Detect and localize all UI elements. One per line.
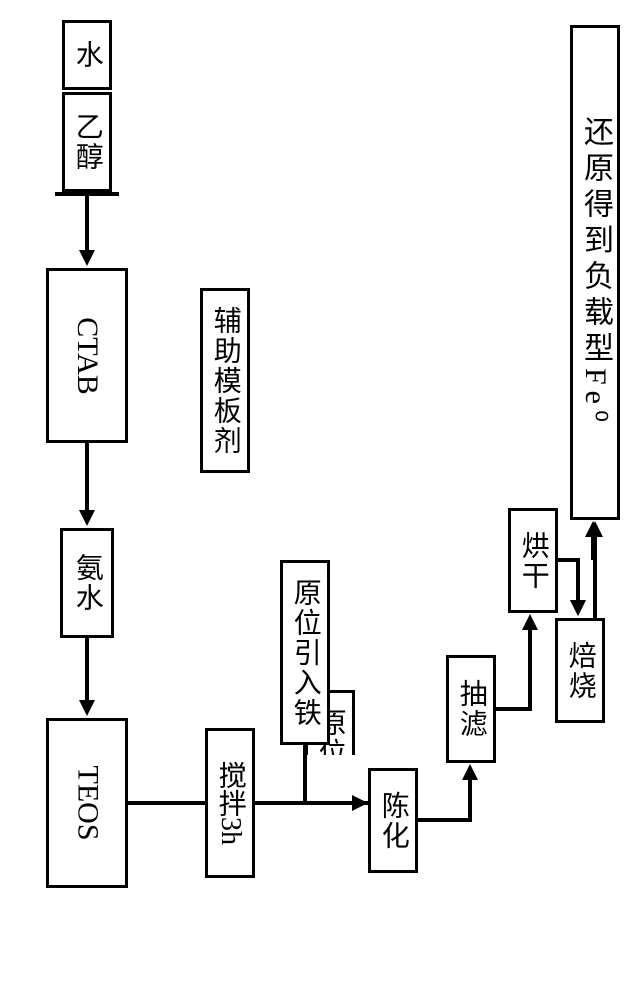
label-filter-r2: 抽滤 xyxy=(454,679,488,739)
node-aux-r: 辅助模板剂 xyxy=(200,288,250,473)
edge2-head xyxy=(79,510,95,526)
edge3-v xyxy=(85,638,89,702)
node-reduce-r: 还原得到负载型Fe⁰ xyxy=(570,25,620,520)
node-ctab-r: CTAB xyxy=(46,268,128,443)
node-iron-r2: 原位引入铁 xyxy=(280,560,330,745)
main-h-head2 xyxy=(352,795,368,811)
node-calcine-r2: 焙烧 xyxy=(555,618,605,723)
node-teos-r2: TEOS xyxy=(46,718,128,888)
edge-af-head xyxy=(462,764,478,780)
label-ammonia-r: 氨水 xyxy=(70,553,104,613)
label-ctab-r: CTAB xyxy=(70,317,104,395)
node-filter-r2: 抽滤 xyxy=(446,655,496,763)
node-water-r: 水 xyxy=(62,20,112,90)
edge-af-h xyxy=(418,818,471,822)
label-reduce-r: 还原得到负载型Fe⁰ xyxy=(577,116,613,428)
label-aux-r: 辅助模板剂 xyxy=(208,306,242,456)
edge-dc-head2 xyxy=(570,600,586,616)
node-ethanol-r: 乙醇 xyxy=(62,92,112,192)
node-stir-r2: 搅拌3h xyxy=(205,728,255,878)
label-dry-r2: 烘干 xyxy=(516,531,550,591)
edge1-v xyxy=(85,192,89,252)
edge-cr-v2 xyxy=(593,536,597,618)
edge3-head xyxy=(79,700,95,716)
edge-cr-head2 xyxy=(587,521,603,537)
edge-fd-simple-h xyxy=(496,707,531,711)
node-dry-r2: 烘干 xyxy=(508,508,558,613)
label-calcine-r2: 焙烧 xyxy=(563,641,597,701)
diagram-layer: 水 乙醇 CTAB 氨水 TEOS 辅助模板剂 原位引入铁 搅拌3h xyxy=(0,0,636,1000)
label-stir-r2: 搅拌3h xyxy=(213,761,247,845)
label-water-r: 水 xyxy=(70,40,104,70)
label-ethanol-r: 乙醇 xyxy=(70,112,104,172)
iron-feed-v xyxy=(303,745,307,805)
node-ammonia-r: 氨水 xyxy=(60,528,114,638)
edge-fd-simple-head xyxy=(522,614,538,630)
edge-dc-v2 xyxy=(576,558,580,602)
label-teos-r2: TEOS xyxy=(70,766,104,841)
label-aging-r: 陈化 xyxy=(376,791,410,851)
edge1-head xyxy=(79,250,95,266)
edge-fd-simple-v xyxy=(528,629,532,711)
label-iron-r2: 原位引入铁 xyxy=(288,578,322,728)
edge-af-v xyxy=(468,779,472,822)
node-aging-r: 陈化 xyxy=(368,768,418,873)
edge2-v xyxy=(85,443,89,512)
